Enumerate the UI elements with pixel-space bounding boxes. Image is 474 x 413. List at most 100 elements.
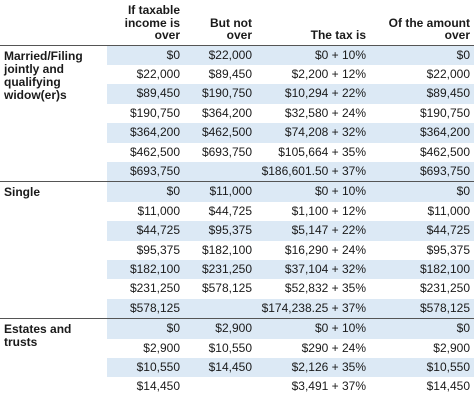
table-row: $10,550 $14,450 $2,126 + 35% $10,550 bbox=[0, 358, 474, 378]
header-not-over: But not over bbox=[210, 15, 252, 42]
not-over-cell: $89,450 bbox=[208, 66, 252, 81]
filing-status-label: Married/Filing jointly and qualifying wi… bbox=[0, 45, 107, 182]
not-over-cell: $44,725 bbox=[208, 203, 252, 218]
table-row: $231,250 $578,125 $52,832 + 35% $231,250 bbox=[0, 279, 474, 298]
amount-over-cell: $0 bbox=[370, 45, 474, 65]
amount-over-cell: $364,200 bbox=[370, 123, 474, 143]
amount-over-cell: $578,125 bbox=[370, 298, 474, 319]
not-over-cell: $2,900 bbox=[184, 318, 256, 339]
tax-is-cell: $2,200 + 12% bbox=[291, 66, 366, 81]
table-row: $89,450 $190,750 $10,294 + 22% $89,450 bbox=[0, 84, 474, 104]
income-over-cell: $2,900 bbox=[143, 340, 180, 355]
tax-is-cell: $105,664 + 35% bbox=[278, 144, 366, 159]
amount-over-cell: $231,250 bbox=[419, 281, 470, 296]
amount-over-cell: $11,000 bbox=[427, 203, 471, 218]
table-row: $2,900 $10,550 $290 + 24% $2,900 bbox=[0, 339, 474, 358]
not-over-cell: $10,550 bbox=[208, 340, 252, 355]
table-row: Estates and trusts $0 $2,900 $0 + 10% $0 bbox=[0, 318, 474, 397]
not-over-cell: $231,250 bbox=[184, 259, 256, 280]
amount-over-cell: $10,550 bbox=[370, 358, 474, 378]
amount-over-cell: $0 bbox=[370, 181, 474, 202]
income-over-cell: $10,550 bbox=[107, 358, 184, 378]
income-over-cell: $0 bbox=[107, 45, 184, 65]
tax-is-cell: $186,601.50 + 37% bbox=[256, 161, 370, 182]
tax-is-cell: $0 + 10% bbox=[256, 181, 370, 202]
tax-is-cell: $0 + 10% bbox=[256, 45, 370, 65]
amount-over-cell: $44,725 bbox=[370, 221, 474, 241]
table-row: $190,750 $364,200 $32,580 + 24% $190,750 bbox=[0, 104, 474, 123]
header-filing-status bbox=[0, 0, 107, 45]
filing-status-label: Estates and trusts bbox=[0, 318, 107, 397]
tax-is-cell: $2,126 + 35% bbox=[256, 358, 370, 378]
amount-over-cell: $14,450 bbox=[426, 379, 470, 394]
income-over-cell: $364,200 bbox=[107, 123, 184, 143]
table-row: $578,125 $174,238.25 + 37% $578,125 bbox=[0, 298, 474, 319]
tax-bracket-table: If taxable income is over But not over T… bbox=[0, 0, 474, 397]
not-over-cell: $182,100 bbox=[201, 242, 252, 257]
tax-is-cell: $74,208 + 32% bbox=[256, 123, 370, 143]
not-over-cell bbox=[184, 377, 256, 396]
section-0: Married/Filing jointly and qualifying wi… bbox=[0, 45, 474, 182]
tax-is-cell: $37,104 + 32% bbox=[256, 259, 370, 280]
table-header: If taxable income is over But not over T… bbox=[0, 0, 474, 45]
income-over-cell: $231,250 bbox=[129, 281, 180, 296]
tax-is-cell: $174,238.25 + 37% bbox=[256, 298, 370, 319]
not-over-cell: $11,000 bbox=[184, 181, 256, 202]
table-row: Married/Filing jointly and qualifying wi… bbox=[0, 45, 474, 182]
amount-over-cell: $182,100 bbox=[370, 259, 474, 280]
table-row: $693,750 $186,601.50 + 37% $693,750 bbox=[0, 161, 474, 182]
tax-is-cell: $10,294 + 22% bbox=[256, 84, 370, 104]
income-over-cell: $11,000 bbox=[137, 203, 181, 218]
income-over-cell: $44,725 bbox=[107, 221, 184, 241]
not-over-cell: $578,125 bbox=[201, 281, 252, 296]
amount-over-cell: $95,375 bbox=[426, 242, 470, 257]
amount-over-cell: $693,750 bbox=[370, 161, 474, 182]
table-row: $364,200 $462,500 $74,208 + 32% $364,200 bbox=[0, 123, 474, 143]
table-row: $22,000 $89,450 $2,200 + 12% $22,000 bbox=[0, 65, 474, 84]
tax-is-cell: $32,580 + 24% bbox=[284, 105, 366, 120]
not-over-cell: $22,000 bbox=[184, 45, 256, 65]
header-income-over: If taxable income is over bbox=[124, 3, 180, 42]
income-over-cell: $190,750 bbox=[129, 105, 180, 120]
income-over-cell: $182,100 bbox=[107, 259, 184, 280]
table-row: Single $0 $11,000 $0 + 10% $0 bbox=[0, 181, 474, 319]
table-row: $182,100 $231,250 $37,104 + 32% $182,100 bbox=[0, 259, 474, 280]
tax-is-cell: $290 + 24% bbox=[301, 340, 366, 355]
income-over-cell: $0 bbox=[107, 318, 184, 339]
header-amount-over: Of the amount over bbox=[388, 15, 470, 42]
amount-over-cell: $22,000 bbox=[426, 66, 470, 81]
tax-is-cell: $5,147 + 22% bbox=[256, 221, 370, 241]
amount-over-cell: $190,750 bbox=[419, 105, 470, 120]
tax-is-cell: $0 + 10% bbox=[256, 318, 370, 339]
not-over-cell: $364,200 bbox=[201, 105, 252, 120]
table-row: $462,500 $693,750 $105,664 + 35% $462,500 bbox=[0, 143, 474, 162]
not-over-cell: $14,450 bbox=[184, 358, 256, 378]
amount-over-cell: $0 bbox=[370, 318, 474, 339]
income-over-cell: $578,125 bbox=[107, 298, 184, 319]
not-over-cell: $95,375 bbox=[184, 221, 256, 241]
not-over-cell bbox=[184, 161, 256, 182]
amount-over-cell: $2,900 bbox=[433, 340, 470, 355]
tax-is-cell: $1,100 + 12% bbox=[291, 203, 366, 218]
income-over-cell: $0 bbox=[107, 181, 184, 202]
tax-is-cell: $16,290 + 24% bbox=[284, 242, 366, 257]
income-over-cell: $89,450 bbox=[107, 84, 184, 104]
header-tax-is: The tax is bbox=[310, 28, 366, 42]
not-over-cell: $190,750 bbox=[184, 84, 256, 104]
not-over-cell bbox=[184, 298, 256, 319]
table-row: $44,725 $95,375 $5,147 + 22% $44,725 bbox=[0, 221, 474, 241]
amount-over-cell: $89,450 bbox=[370, 84, 474, 104]
table-row: $11,000 $44,725 $1,100 + 12% $11,000 bbox=[0, 202, 474, 221]
section-2: Estates and trusts $0 $2,900 $0 + 10% $0 $2,9… bbox=[0, 318, 474, 397]
amount-over-cell: $462,500 bbox=[419, 144, 470, 159]
income-over-cell: $22,000 bbox=[136, 66, 180, 81]
income-over-cell: $14,450 bbox=[136, 379, 180, 394]
not-over-cell: $693,750 bbox=[201, 144, 252, 159]
tax-is-cell: $3,491 + 37% bbox=[291, 379, 366, 394]
section-1: Single $0 $11,000 $0 + 10% $0 $11,000 $44,725 $… bbox=[0, 181, 474, 319]
income-over-cell: $462,500 bbox=[129, 144, 180, 159]
filing-status-label: Single bbox=[0, 181, 107, 319]
income-over-cell: $693,750 bbox=[107, 161, 184, 182]
income-over-cell: $95,375 bbox=[136, 242, 180, 257]
